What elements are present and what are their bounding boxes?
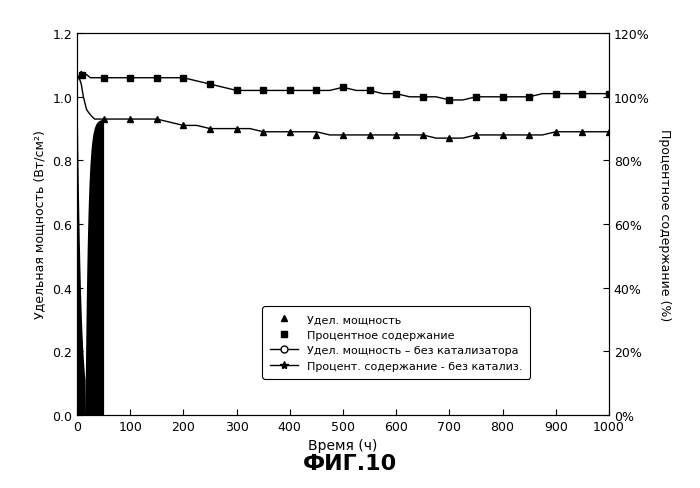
Удел. мощность <box>339 133 347 139</box>
Процентное содержание <box>605 92 613 98</box>
Процентное содержание <box>392 92 400 98</box>
Процентное содержание <box>179 76 188 81</box>
Процентное содержание <box>552 92 560 98</box>
Процентное содержание <box>153 76 161 81</box>
Удел. мощность <box>472 133 480 139</box>
Процентное содержание <box>419 95 427 101</box>
Line: Процентное содержание: Процентное содержание <box>79 72 612 104</box>
Удел. мощность <box>126 117 134 122</box>
Удел. мощность <box>232 126 241 132</box>
Удел. мощность <box>498 133 507 139</box>
Удел. мощность <box>179 123 188 129</box>
Процентное содержание <box>578 92 587 98</box>
Удел. мощность <box>525 133 533 139</box>
X-axis label: Время (ч): Время (ч) <box>308 438 378 452</box>
Удел. мощность <box>312 133 321 139</box>
Удел. мощность <box>99 117 108 122</box>
Процентное содержание <box>365 88 374 94</box>
Line: Удел. мощность: Удел. мощность <box>100 116 612 142</box>
Процентное содержание <box>339 85 347 91</box>
Удел. мощность <box>392 133 400 139</box>
Процентное содержание <box>286 88 294 94</box>
Процентное содержание <box>472 95 480 101</box>
Удел. мощность <box>605 129 613 135</box>
Процентное содержание <box>445 98 454 104</box>
Процентное содержание <box>232 88 241 94</box>
Удел. мощность <box>286 129 294 135</box>
Y-axis label: Процентное содержание (%): Процентное содержание (%) <box>657 128 671 321</box>
Удел. мощность <box>153 117 161 122</box>
Процентное содержание <box>206 82 214 88</box>
Процентное содержание <box>78 73 87 79</box>
Удел. мощность <box>552 129 560 135</box>
Процентное содержание <box>498 95 507 101</box>
Процентное содержание <box>312 88 321 94</box>
Удел. мощность <box>578 129 587 135</box>
Удел. мощность <box>445 136 454 142</box>
Процентное содержание <box>259 88 267 94</box>
Legend: Удел. мощность, Процентное содержание, Удел. мощность – без катализатора, Процен: Удел. мощность, Процентное содержание, У… <box>262 307 530 379</box>
Процентное содержание <box>525 95 533 101</box>
Удел. мощность <box>365 133 374 139</box>
Процентное содержание <box>99 76 108 81</box>
Y-axis label: Удельная мощность (Вт/см²): Удельная мощность (Вт/см²) <box>34 130 47 319</box>
Text: ФИГ.10: ФИГ.10 <box>303 453 397 473</box>
Удел. мощность <box>206 126 214 132</box>
Удел. мощность <box>259 129 267 135</box>
Процентное содержание <box>126 76 134 81</box>
Удел. мощность <box>419 133 427 139</box>
